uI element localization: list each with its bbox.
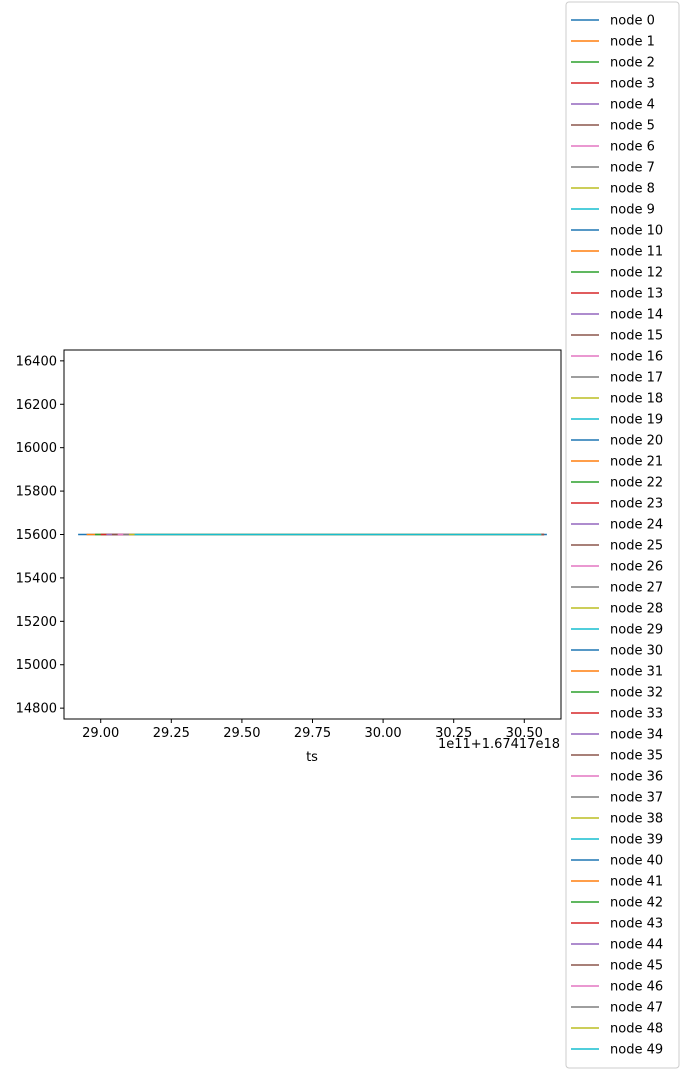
x-tick-label: 29.50 — [223, 726, 260, 741]
x-tick-label: 29.25 — [153, 726, 190, 741]
legend-label: node 21 — [610, 455, 663, 470]
legend-label: node 42 — [610, 896, 663, 911]
x-tick-label: 30.25 — [435, 726, 472, 741]
y-tick-label: 15800 — [16, 485, 57, 500]
y-tick-label: 16000 — [16, 441, 57, 456]
legend-label: node 39 — [610, 833, 663, 848]
legend-label: node 24 — [610, 518, 663, 533]
legend-label: node 40 — [610, 854, 663, 869]
legend-label: node 6 — [610, 140, 655, 155]
legend-label: node 37 — [610, 791, 663, 806]
legend-label: node 19 — [610, 413, 663, 428]
legend: node 0 node 1 node 2 node 3 node 4 node 5 node… — [565, 1, 680, 1069]
y-tick-label: 15400 — [16, 571, 57, 586]
x-tick-label: 30.50 — [506, 726, 543, 741]
legend-label: node 30 — [610, 644, 663, 659]
legend-label: node 14 — [610, 308, 663, 323]
y-tick-label: 16200 — [16, 398, 57, 413]
legend-label: node 32 — [610, 686, 663, 701]
legend-label: node 4 — [610, 98, 655, 113]
y-axis-ticks: 14800 15000 15200 15400 15600 15800 16000 16200… — [16, 354, 64, 717]
legend-label: node 15 — [610, 329, 663, 344]
legend-label: node 27 — [610, 581, 663, 596]
y-tick-label: 15600 — [16, 528, 57, 543]
legend-label: node 35 — [610, 749, 663, 764]
legend-label: node 49 — [610, 1043, 663, 1058]
legend-label: node 13 — [610, 287, 663, 302]
legend-label: node 41 — [610, 875, 663, 890]
legend-label: node 10 — [610, 224, 663, 239]
legend-label: node 12 — [610, 266, 663, 281]
legend-label: node 33 — [610, 707, 663, 722]
legend-label: node 31 — [610, 665, 663, 680]
legend-label: node 38 — [610, 812, 663, 827]
legend-label: node 20 — [610, 434, 663, 449]
legend-label: node 36 — [610, 770, 663, 785]
x-axis-ticks: 29.00 29.25 29.50 29.75 30.00 30.25 30.50 — [82, 719, 543, 741]
legend-label: node 8 — [610, 182, 655, 197]
legend-label: node 1 — [610, 35, 655, 50]
y-tick-label: 14800 — [16, 702, 57, 717]
legend-label: node 11 — [610, 245, 663, 260]
x-tick-label: 29.00 — [82, 726, 119, 741]
legend-label: node 9 — [610, 203, 655, 218]
legend-label: node 43 — [610, 917, 663, 932]
x-axis-label: ts — [306, 750, 318, 765]
x-tick-label: 29.75 — [294, 726, 331, 741]
legend-label: node 17 — [610, 371, 663, 386]
legend-label: node 18 — [610, 392, 663, 407]
legend-frame — [565, 1, 680, 1069]
legend-label: node 26 — [610, 560, 663, 575]
y-tick-label: 15000 — [16, 658, 57, 673]
legend-label: node 47 — [610, 1001, 663, 1016]
legend-label: node 16 — [610, 350, 663, 365]
legend-items: node 0 node 1 node 2 node 3 node 4 node 5 node… — [571, 14, 663, 1058]
x-tick-label: 30.00 — [364, 726, 401, 741]
x-axis-offset-label: 1e11+1.67417e18 — [438, 737, 560, 752]
legend-label: node 22 — [610, 476, 663, 491]
legend-label: node 5 — [610, 119, 655, 134]
legend-label: node 0 — [610, 14, 655, 29]
legend-label: node 3 — [610, 77, 655, 92]
legend-label: node 25 — [610, 539, 663, 554]
y-tick-label: 15200 — [16, 615, 57, 630]
legend-label: node 7 — [610, 161, 655, 176]
legend-label: node 28 — [610, 602, 663, 617]
legend-label: node 46 — [610, 980, 663, 995]
legend-label: node 23 — [610, 497, 663, 512]
y-tick-label: 16400 — [16, 354, 57, 369]
legend-label: node 48 — [610, 1022, 663, 1037]
legend-label: node 44 — [610, 938, 663, 953]
legend-label: node 29 — [610, 623, 663, 638]
legend-label: node 34 — [610, 728, 663, 743]
legend-label: node 2 — [610, 56, 655, 71]
legend-label: node 45 — [610, 959, 663, 974]
